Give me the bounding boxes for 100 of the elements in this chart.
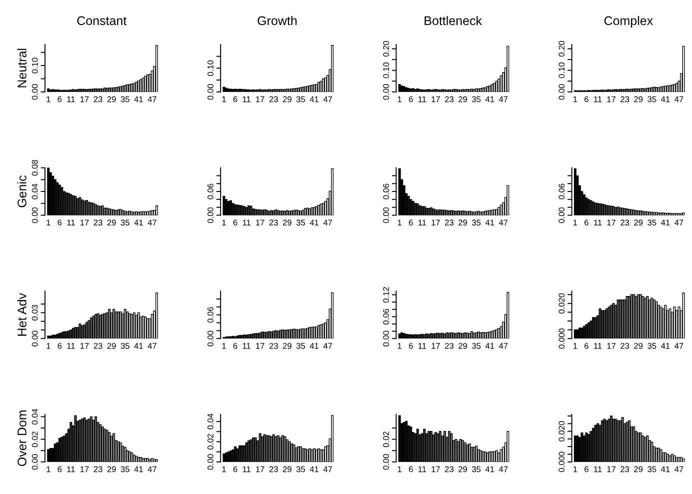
x-tick-label: 6 bbox=[584, 96, 588, 102]
x-tick-label: 17 bbox=[432, 96, 440, 102]
x-tick-label: 29 bbox=[458, 342, 467, 349]
chart-title: Bottleneck bbox=[424, 16, 482, 26]
x-tick-label: 6 bbox=[408, 466, 413, 472]
x-tick-label: 17 bbox=[256, 96, 264, 102]
x-tick-label: 35 bbox=[472, 96, 481, 102]
y-tick-label: 0.00 bbox=[32, 454, 38, 470]
x-tick-label: 11 bbox=[67, 96, 75, 102]
y-tick-label: 0.06 bbox=[207, 307, 214, 323]
x-tick-label: 17 bbox=[256, 343, 264, 349]
y-tick-label: 0.04 bbox=[32, 408, 38, 424]
y-axis-title: Over Dom bbox=[18, 410, 26, 466]
y-tick-label: 0.08 bbox=[32, 160, 38, 176]
x-tick-label: 29 bbox=[282, 342, 292, 349]
y-tick-label: 0.00 bbox=[32, 207, 38, 224]
y-tick-label: 0.10 bbox=[32, 58, 38, 74]
y-tick-label: 0.00 bbox=[32, 330, 38, 346]
y-tick-label: 0.00 bbox=[383, 454, 389, 470]
x-tick-label: 47 bbox=[498, 466, 508, 472]
y-axis-title: Neutral bbox=[17, 48, 26, 88]
x-tick-label: 35 bbox=[120, 220, 130, 226]
x-tick-label: 41 bbox=[134, 220, 143, 226]
x-tick-label: 17 bbox=[607, 466, 616, 472]
x-tick-label: 17 bbox=[432, 220, 440, 226]
x-tick-label: 47 bbox=[323, 343, 332, 349]
x-tick-label: 47 bbox=[148, 96, 156, 102]
x-tick-label: 41 bbox=[485, 220, 494, 226]
x-tick-label: 35 bbox=[472, 220, 481, 226]
x-tick-label: 47 bbox=[323, 220, 332, 226]
y-tick-label: 0.00 bbox=[207, 207, 214, 224]
x-tick-label: 29 bbox=[458, 220, 467, 226]
y-tick-label: 0.00 bbox=[383, 330, 389, 346]
y-tick-label: 0.00 bbox=[383, 84, 389, 100]
x-tick-label: 23 bbox=[269, 220, 278, 226]
y-tick-label: 0.04 bbox=[32, 184, 38, 200]
x-tick-label: 23 bbox=[620, 466, 630, 472]
y-tick-label: 0.03 bbox=[32, 304, 38, 320]
x-tick-label: 35 bbox=[472, 466, 481, 472]
x-tick-label: 29 bbox=[282, 466, 292, 472]
x-tick-label: 41 bbox=[134, 343, 143, 349]
x-tick-label: 29 bbox=[107, 96, 116, 102]
x-tick-label: 6 bbox=[58, 220, 62, 226]
y-tick-label: 0.06 bbox=[207, 184, 214, 200]
x-tick-label: 35 bbox=[120, 466, 130, 472]
y-tick-label: 0.12 bbox=[383, 287, 389, 303]
x-tick-label: 11 bbox=[594, 343, 602, 349]
x-tick-label: 23 bbox=[445, 96, 454, 102]
y-tick-label: 0.00 bbox=[32, 84, 38, 100]
x-tick-label: 17 bbox=[80, 220, 89, 226]
y-tick-label: 0.02 bbox=[32, 432, 38, 448]
x-tick-label: 11 bbox=[242, 220, 250, 226]
x-tick-label: 47 bbox=[498, 343, 508, 349]
x-tick-label: 41 bbox=[485, 466, 494, 472]
x-tick-label: 11 bbox=[418, 96, 426, 102]
x-tick-label: 29 bbox=[107, 220, 116, 226]
y-tick-label: 0.00 bbox=[558, 84, 565, 100]
x-tick-label: 11 bbox=[242, 343, 250, 349]
x-tick-label: 23 bbox=[94, 466, 102, 472]
y-axis-title: Het Adv bbox=[17, 292, 26, 336]
x-tick-label: 6 bbox=[584, 466, 588, 472]
x-tick-label: 41 bbox=[661, 96, 670, 102]
y-tick-label: 0.00 bbox=[207, 454, 214, 470]
x-tick-label: 29 bbox=[282, 96, 292, 102]
x-tick-label: 11 bbox=[418, 466, 426, 472]
x-tick-label: 23 bbox=[94, 220, 102, 226]
x-tick-label: 47 bbox=[674, 96, 684, 102]
x-tick-label: 6 bbox=[58, 342, 62, 349]
x-tick-label: 1 bbox=[573, 220, 578, 226]
x-tick-label: 11 bbox=[67, 220, 75, 226]
x-tick-label: 23 bbox=[94, 342, 102, 349]
x-tick-label: 11 bbox=[242, 466, 250, 472]
y-tick-label: 0.20 bbox=[558, 40, 565, 57]
x-tick-label: 11 bbox=[67, 343, 75, 349]
x-tick-label: 17 bbox=[80, 343, 89, 349]
x-tick-label: 47 bbox=[148, 220, 156, 226]
x-tick-label: 23 bbox=[269, 96, 278, 102]
x-tick-label: 23 bbox=[445, 466, 454, 472]
y-tick-label: 0.20 bbox=[383, 40, 389, 57]
y-axis-title: Genic bbox=[17, 176, 26, 208]
x-tick-label: 11 bbox=[594, 96, 602, 102]
x-tick-label: 1 bbox=[46, 466, 50, 472]
x-tick-label: 6 bbox=[58, 466, 62, 472]
y-tick-label: 0.02 bbox=[383, 432, 389, 448]
x-tick-label: 23 bbox=[94, 96, 102, 102]
y-tick-label: 0.06 bbox=[558, 184, 565, 200]
x-tick-label: 41 bbox=[134, 466, 143, 472]
x-tick-label: 17 bbox=[607, 220, 616, 226]
x-tick-label: 23 bbox=[269, 466, 278, 472]
x-tick-label: 47 bbox=[498, 96, 508, 102]
x-tick-label: 1 bbox=[398, 96, 402, 102]
x-tick-label: 35 bbox=[296, 96, 305, 102]
x-tick-label: 23 bbox=[620, 342, 630, 349]
x-tick-label: 1 bbox=[46, 220, 50, 226]
y-tick-label: 0.00 bbox=[207, 330, 214, 346]
x-tick-label: 6 bbox=[584, 342, 588, 349]
x-tick-label: 6 bbox=[233, 96, 238, 102]
x-tick-label: 11 bbox=[594, 466, 602, 472]
x-tick-label: 23 bbox=[620, 96, 630, 102]
x-tick-label: 6 bbox=[408, 342, 413, 349]
